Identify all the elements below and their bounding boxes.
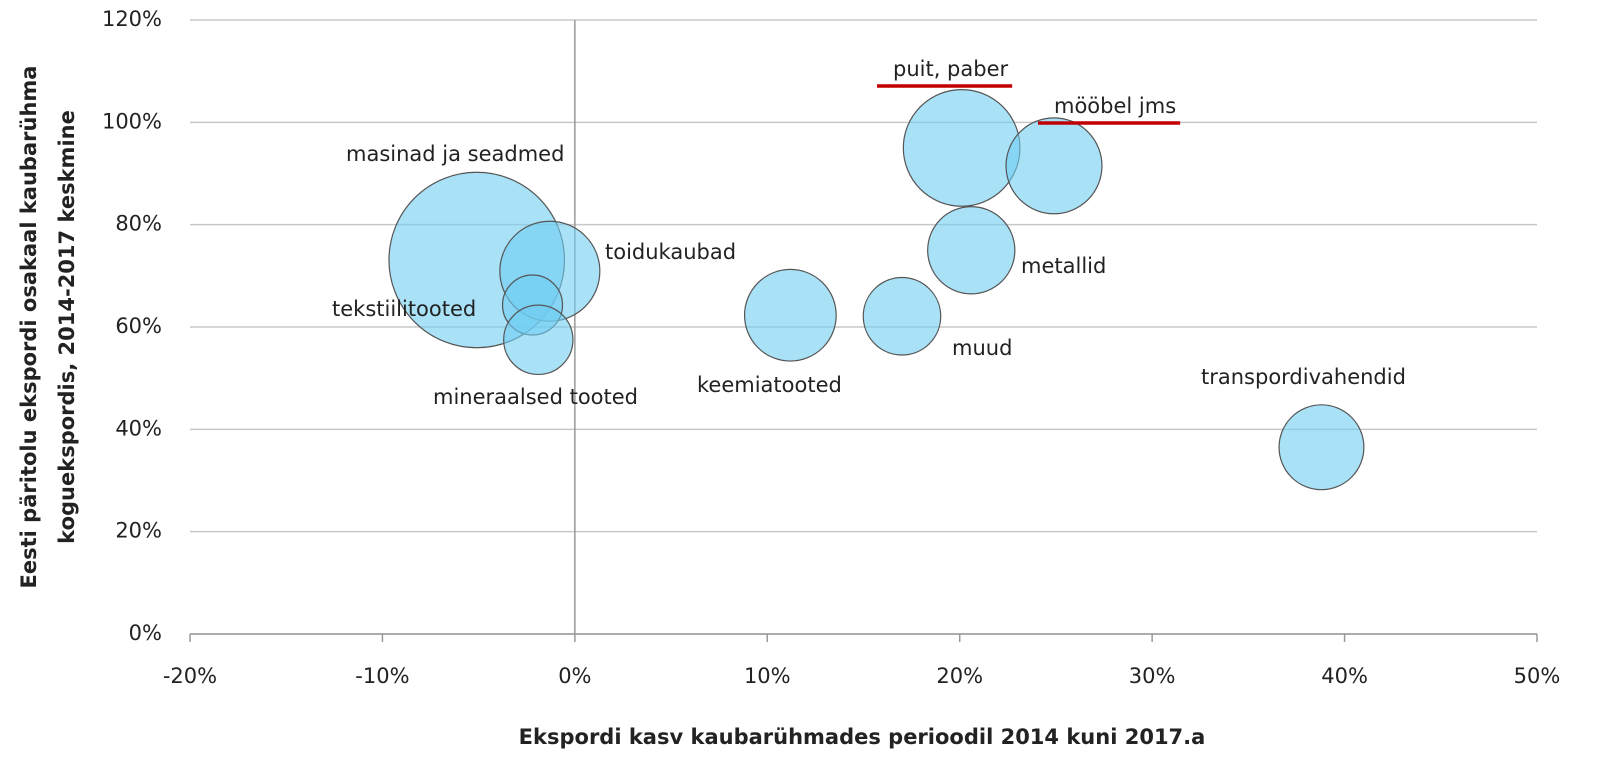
x-tick-label: 40% xyxy=(1321,664,1368,688)
bubble xyxy=(743,268,837,362)
bubble xyxy=(503,304,574,376)
x-tick-label: 20% xyxy=(936,664,983,688)
bubble xyxy=(1278,404,1365,491)
point-label: puit, paber xyxy=(893,57,1009,81)
y-tick-label: 20% xyxy=(115,519,162,543)
point-label: masinad ja seadmed xyxy=(346,142,564,166)
x-tick-label: 10% xyxy=(744,664,791,688)
point-label: transpordivahendid xyxy=(1201,365,1406,389)
y-axis-title: Eesti päritolu ekspordi osakaal kaubarüh… xyxy=(17,66,41,589)
x-tick-label: -20% xyxy=(163,664,217,688)
x-tick-label: 0% xyxy=(558,664,591,688)
bubble xyxy=(1005,117,1103,215)
point-label: tekstiilitooted xyxy=(332,297,476,321)
point-label: metallid xyxy=(1021,254,1106,278)
y-tick-label: 80% xyxy=(115,212,162,236)
x-tick-label: 50% xyxy=(1514,664,1561,688)
y-tick-label: 60% xyxy=(115,314,162,338)
y-tick-label: 40% xyxy=(115,416,162,440)
y-tick-label: 100% xyxy=(102,109,162,133)
y-tick-label: 0% xyxy=(129,621,162,645)
bubble xyxy=(862,276,942,356)
y-axis-title: koguekspordis, 2014-2017 keskmine xyxy=(55,110,79,544)
point-label: keemiatooted xyxy=(697,373,842,397)
x-axis-title: Ekspordi kasv kaubarühmades perioodil 20… xyxy=(519,725,1206,749)
bubble xyxy=(902,89,1021,207)
point-label: toidukaubad xyxy=(605,240,736,264)
point-label: mööbel jms xyxy=(1054,94,1176,118)
point-label: muud xyxy=(952,336,1012,360)
y-tick-label: 120% xyxy=(102,7,162,31)
point-label: mineraalsed tooted xyxy=(433,385,638,409)
x-tick-label: 30% xyxy=(1129,664,1176,688)
bubble xyxy=(927,206,1016,295)
x-tick-label: -10% xyxy=(355,664,409,688)
